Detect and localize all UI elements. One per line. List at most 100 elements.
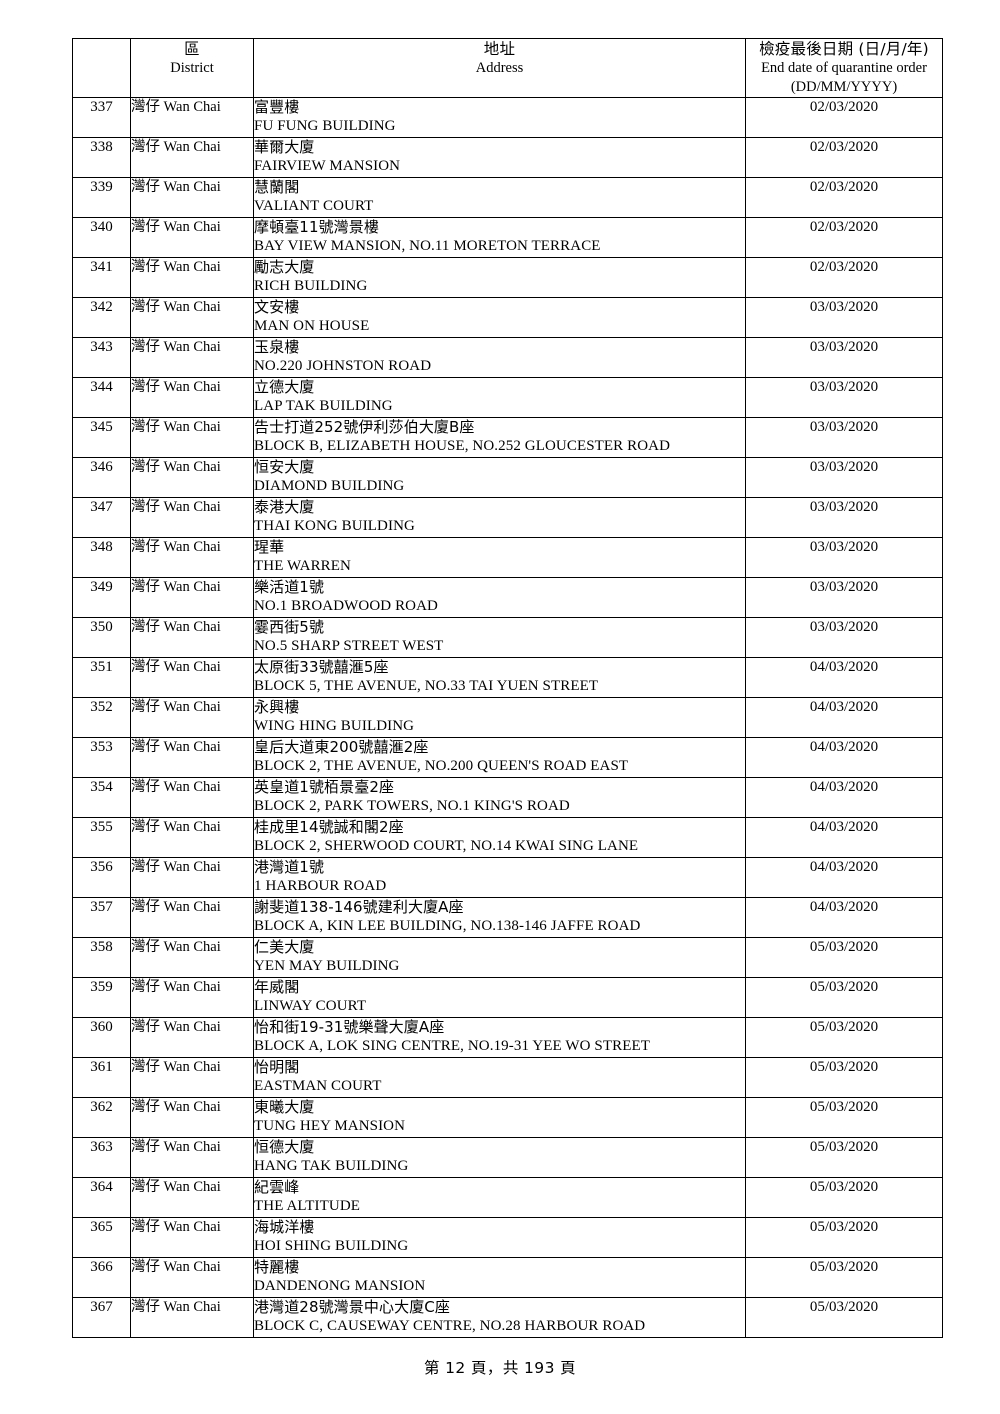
row-district-zh: 灣仔 [131,818,160,835]
row-address: 皇后大道東200號囍滙2座 BLOCK 2, THE AVENUE, NO.200… [253,736,746,778]
row-address: 紀雲峰 THE ALTITUDE [253,1176,746,1218]
row-district: 灣仔 Wan Chai [130,256,254,298]
row-district-zh: 灣仔 [131,698,160,715]
row-end-date: 05/03/2020 [745,1176,943,1218]
row-address-zh: 特麗樓 [254,1257,300,1276]
row-address-zh: 仁美大廈 [254,937,315,956]
table-header-row: 區 District 地址 Address 檢疫最後日期 (日/月/年) End… [72,38,943,98]
row-district-en: Wan Chai [163,298,221,315]
row-district: 灣仔 Wan Chai [130,96,254,138]
column-header-address: 地址 Address [253,38,746,98]
row-district-en: Wan Chai [163,658,221,675]
row-district-zh: 灣仔 [131,1178,160,1195]
row-end-date: 02/03/2020 [745,96,943,138]
row-address-en: FAIRVIEW MANSION [254,158,401,175]
row-end-date: 05/03/2020 [745,1216,943,1258]
column-header-end-date-en: End date of quarantine order [761,60,927,77]
row-index: 353 [72,736,131,778]
row-address-zh: 文安樓 [254,297,300,316]
row-address-zh: 立德大廈 [254,377,315,396]
row-address: 恒德大廈 HANG TAK BUILDING [253,1136,746,1178]
row-address: 泰港大廈 THAI KONG BUILDING [253,496,746,538]
table-row: 361 灣仔 Wan Chai 怡明閣 EASTMAN COURT 05/03/2020 [72,1056,943,1098]
row-address-en: BLOCK 2, SHERWOOD COURT, NO.14 KWAI SING… [254,838,639,855]
row-address-zh: 永興樓 [254,697,300,716]
row-end-date: 04/03/2020 [745,856,943,898]
row-district-zh: 灣仔 [131,1218,160,1235]
row-end-date: 04/03/2020 [745,736,943,778]
row-address-zh: 慧蘭閣 [254,177,300,196]
row-end-date: 02/03/2020 [745,136,943,178]
row-index: 344 [72,376,131,418]
column-header-end-date-zh: 檢疫最後日期 (日/月/年) [759,40,929,58]
row-district-en: Wan Chai [163,178,221,195]
row-index: 351 [72,656,131,698]
row-address-en: MAN ON HOUSE [254,318,370,335]
row-address: 瑆華 THE WARREN [253,536,746,578]
column-header-end-date: 檢疫最後日期 (日/月/年) End date of quarantine or… [745,38,943,98]
row-index: 357 [72,896,131,938]
table-row: 343 灣仔 Wan Chai 玉泉樓 NO.220 JOHNSTON ROAD 03/… [72,336,943,378]
row-index: 349 [72,576,131,618]
row-district-zh: 灣仔 [131,418,160,435]
row-district-zh: 灣仔 [131,1058,160,1075]
row-district: 灣仔 Wan Chai [130,1136,254,1178]
row-address: 港灣道28號灣景中心大廈C座 BLOCK C, CAUSEWAY CENTRE, … [253,1296,746,1338]
row-end-date: 03/03/2020 [745,496,943,538]
row-address-en: BLOCK A, LOK SING CENTRE, NO.19-31 YEE W… [254,1038,651,1055]
table-row: 348 灣仔 Wan Chai 瑆華 THE WARREN 03/03/2020 [72,536,943,578]
row-district-en: Wan Chai [163,1058,221,1075]
row-end-date: 04/03/2020 [745,816,943,858]
row-district-en: Wan Chai [163,818,221,835]
row-district-en: Wan Chai [163,98,221,115]
row-address: 怡和街19-31號樂聲大廈A座 BLOCK A, LOK SING CENTRE,… [253,1016,746,1058]
row-district: 灣仔 Wan Chai [130,976,254,1018]
row-district: 灣仔 Wan Chai [130,416,254,458]
row-address-zh: 紀雲峰 [254,1177,300,1196]
row-index: 365 [72,1216,131,1258]
row-address-zh: 玉泉樓 [254,337,300,356]
row-index: 355 [72,816,131,858]
row-district-en: Wan Chai [163,538,221,555]
row-end-date: 05/03/2020 [745,1096,943,1138]
row-address-zh: 謝斐道138-146號建利大廈A座 [254,897,464,916]
row-address-en: BLOCK B, ELIZABETH HOUSE, NO.252 GLOUCES… [254,438,671,455]
row-address-en: THE WARREN [254,558,351,575]
table-row: 358 灣仔 Wan Chai 仁美大廈 YEN MAY BUILDING 05/03/… [72,936,943,978]
row-index: 363 [72,1136,131,1178]
row-address-zh: 桂成里14號誠和閣2座 [254,817,404,836]
row-address-zh: 怡明閣 [254,1057,300,1076]
row-address: 勵志大廈 RICH BUILDING [253,256,746,298]
table-row: 353 灣仔 Wan Chai 皇后大道東200號囍滙2座 BLOCK 2, THE … [72,736,943,778]
row-address-en: BLOCK 2, THE AVENUE, NO.200 QUEEN'S ROAD… [254,758,629,775]
row-address: 謝斐道138-146號建利大廈A座 BLOCK A, KIN LEE BUILDI… [253,896,746,938]
page-footer: 第 12 頁，共 193 頁 [0,1356,1000,1378]
row-address-en: BLOCK A, KIN LEE BUILDING, NO.138-146 JA… [254,918,641,935]
row-district: 灣仔 Wan Chai [130,856,254,898]
row-address: 慧蘭閣 VALIANT COURT [253,176,746,218]
row-address: 特麗樓 DANDENONG MANSION [253,1256,746,1298]
row-district-zh: 灣仔 [131,98,160,115]
row-address-zh: 英皇道1號栢景臺2座 [254,777,395,796]
row-address-zh: 告士打道252號伊利莎伯大廈B座 [254,417,475,436]
row-district-zh: 灣仔 [131,1138,160,1155]
row-end-date: 02/03/2020 [745,216,943,258]
table-row: 352 灣仔 Wan Chai 永興樓 WING HING BUILDING 04/03… [72,696,943,738]
row-address-zh: 霎西街5號 [254,617,325,636]
row-address-en: HOI SHING BUILDING [254,1238,409,1255]
row-address-zh: 皇后大道東200號囍滙2座 [254,737,429,756]
row-end-date: 02/03/2020 [745,176,943,218]
row-address: 告士打道252號伊利莎伯大廈B座 BLOCK B, ELIZABETH HOUSE… [253,416,746,458]
row-district-zh: 灣仔 [131,978,160,995]
row-end-date: 03/03/2020 [745,296,943,338]
row-district-en: Wan Chai [163,1178,221,1195]
row-end-date: 05/03/2020 [745,1136,943,1178]
row-index: 337 [72,96,131,138]
row-address-zh: 瑆華 [254,537,285,556]
row-index: 361 [72,1056,131,1098]
row-district-en: Wan Chai [163,898,221,915]
row-district: 灣仔 Wan Chai [130,456,254,498]
row-index: 341 [72,256,131,298]
row-address: 富豐樓 FU FUNG BUILDING [253,96,746,138]
